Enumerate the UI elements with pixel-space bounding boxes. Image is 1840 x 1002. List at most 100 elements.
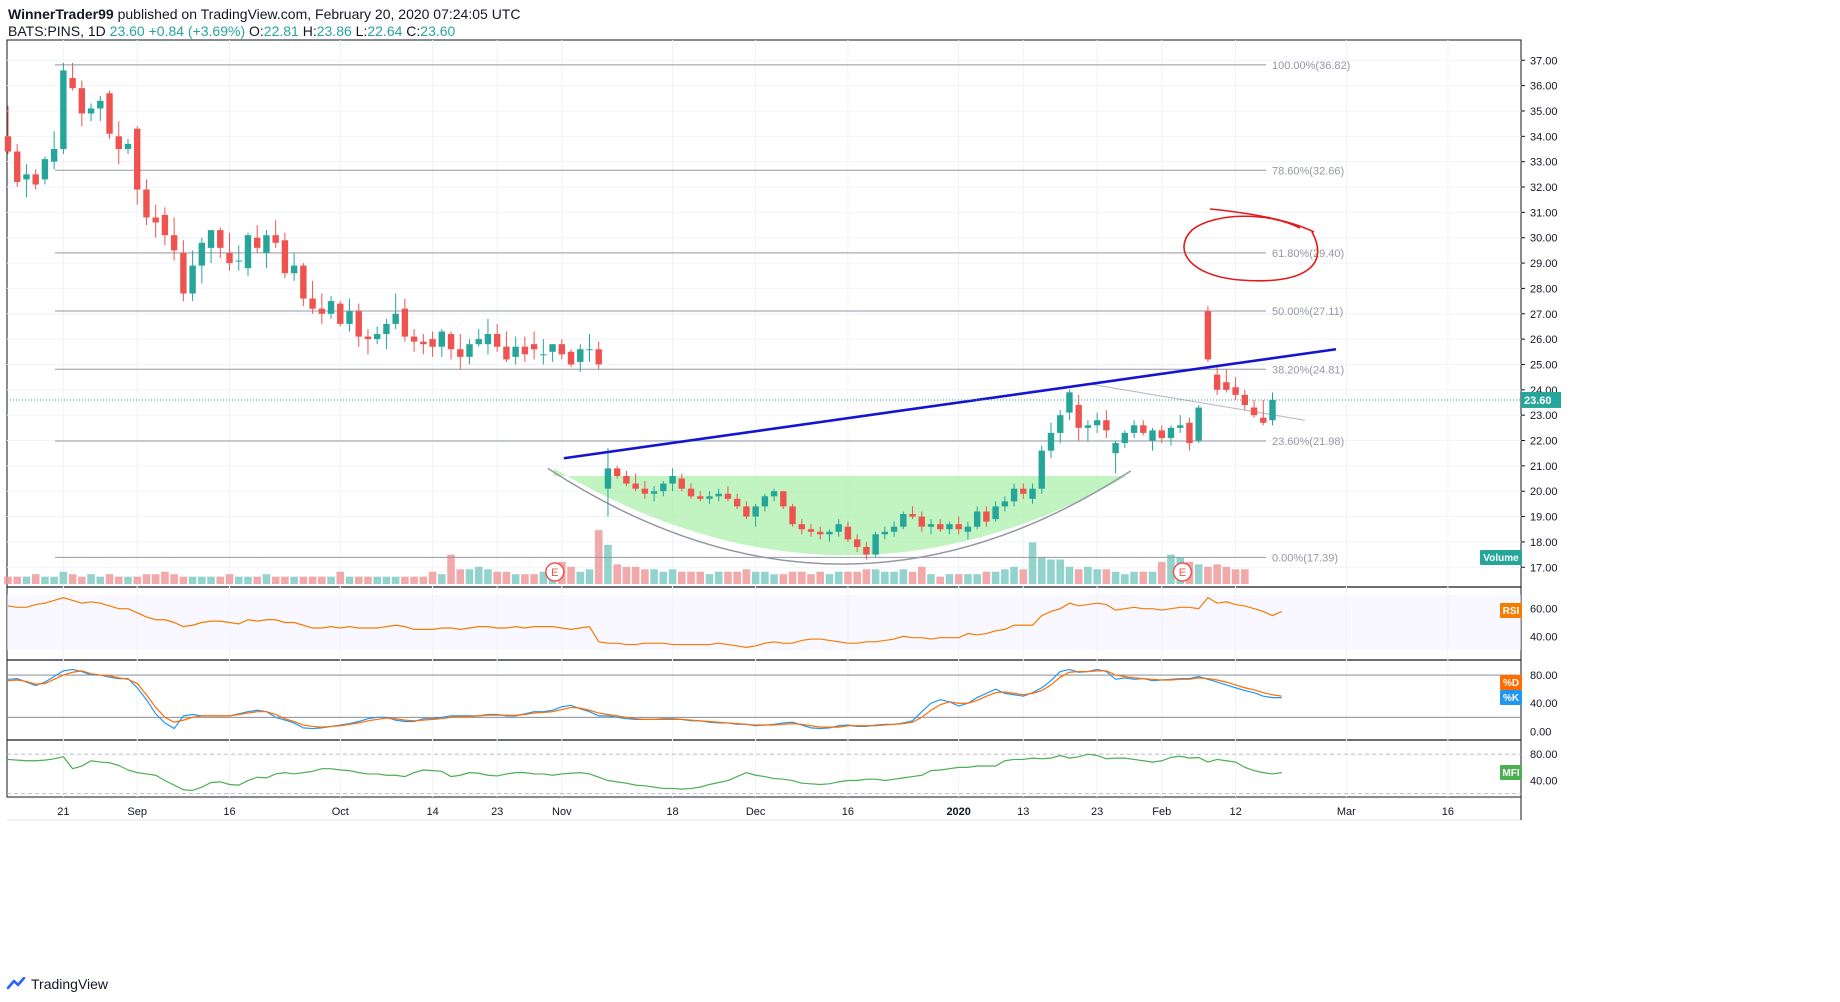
candle bbox=[1029, 483, 1036, 504]
earnings-marker[interactable] bbox=[545, 562, 565, 582]
candle bbox=[346, 298, 353, 332]
candle-body bbox=[927, 524, 935, 527]
candle-body bbox=[180, 252, 187, 294]
candle-body bbox=[1047, 432, 1055, 451]
candle-body bbox=[512, 346, 519, 357]
volume-bar bbox=[87, 574, 95, 584]
candle-body bbox=[798, 524, 805, 530]
volume-bar bbox=[262, 574, 271, 584]
candle bbox=[1232, 377, 1239, 400]
volume-bar bbox=[68, 574, 77, 584]
candle-body bbox=[789, 506, 796, 525]
candle-body bbox=[1103, 420, 1110, 431]
candle bbox=[955, 516, 962, 535]
mfi-tag bbox=[1500, 765, 1522, 780]
candle bbox=[1167, 425, 1175, 446]
candle bbox=[374, 326, 381, 345]
rsi-tag bbox=[1500, 603, 1522, 618]
close-label: C: bbox=[406, 23, 421, 39]
volume-bar bbox=[13, 576, 22, 584]
candle bbox=[290, 252, 298, 281]
annotation-circle bbox=[1183, 215, 1319, 282]
y-tick-label: 28.00 bbox=[1530, 283, 1558, 295]
volume-bar bbox=[114, 576, 123, 584]
candle bbox=[392, 293, 399, 329]
candle-body bbox=[567, 351, 575, 365]
x-tick-label: Feb bbox=[1152, 806, 1171, 818]
candle-body bbox=[724, 493, 732, 499]
mfi-line bbox=[7, 753, 1282, 792]
candle-body bbox=[872, 534, 879, 555]
volume-bar bbox=[788, 571, 797, 584]
candle-body bbox=[152, 217, 159, 223]
candle-body bbox=[244, 235, 252, 269]
candle-body bbox=[410, 336, 418, 342]
volume-bar bbox=[964, 574, 972, 584]
candle-body bbox=[669, 476, 676, 484]
volume-bar bbox=[1241, 569, 1249, 584]
candle bbox=[789, 503, 796, 527]
volume-bar bbox=[733, 571, 741, 584]
candle-body bbox=[844, 526, 852, 540]
candle-body bbox=[549, 344, 556, 352]
last-price-tag bbox=[1521, 391, 1561, 408]
candle bbox=[475, 328, 482, 347]
candle-body bbox=[715, 493, 722, 497]
candle bbox=[687, 483, 695, 499]
volume-bar bbox=[844, 571, 852, 584]
candle bbox=[14, 143, 21, 188]
candle bbox=[217, 227, 224, 258]
candle bbox=[493, 323, 501, 352]
candle-body bbox=[641, 488, 649, 494]
candle-body bbox=[106, 93, 113, 134]
volume-bar bbox=[770, 574, 778, 584]
candle bbox=[733, 493, 741, 509]
volume-bar bbox=[539, 571, 548, 584]
candle bbox=[549, 344, 556, 362]
tradingview-brand[interactable]: TradingView bbox=[6, 976, 108, 992]
candle-body bbox=[1260, 417, 1267, 423]
candle bbox=[410, 328, 418, 352]
last-price: 23.60 bbox=[109, 23, 145, 39]
candle bbox=[484, 318, 492, 355]
candle-body bbox=[170, 235, 178, 251]
candle-body bbox=[189, 265, 196, 294]
publisher-name[interactable]: WinnerTrader99 bbox=[8, 6, 114, 22]
stoch-d-line bbox=[7, 670, 1282, 728]
candle-body bbox=[817, 531, 824, 535]
candle bbox=[1075, 394, 1082, 441]
y-tick-label: 20.00 bbox=[1530, 486, 1558, 498]
y-tick-label: 35.00 bbox=[1530, 106, 1558, 118]
candle bbox=[115, 121, 122, 165]
candle bbox=[134, 126, 141, 205]
volume-bar bbox=[705, 574, 714, 584]
candle bbox=[632, 473, 639, 492]
candle bbox=[558, 339, 565, 360]
candle-body bbox=[355, 311, 362, 337]
rsi-y-tick-label: 40.00 bbox=[1530, 631, 1558, 643]
candle bbox=[401, 298, 409, 342]
high-label: H: bbox=[302, 23, 317, 39]
candle bbox=[918, 511, 925, 532]
volume-bar bbox=[4, 576, 12, 584]
candle bbox=[254, 225, 261, 253]
candle-body bbox=[475, 339, 482, 345]
volume-bar bbox=[853, 571, 861, 584]
fib-level-label: 23.60%(21.98) bbox=[1272, 436, 1344, 448]
volume-bar bbox=[908, 571, 917, 584]
volume-bar bbox=[336, 571, 345, 584]
candle bbox=[927, 519, 935, 535]
volume-bar bbox=[825, 574, 834, 584]
low-label: L: bbox=[355, 23, 368, 39]
y-tick-label: 27.00 bbox=[1530, 309, 1558, 321]
candle-body bbox=[835, 524, 842, 532]
volume-bar bbox=[631, 566, 640, 584]
low-value: 22.64 bbox=[367, 23, 403, 39]
candle bbox=[1260, 399, 1267, 426]
candle bbox=[660, 481, 667, 497]
candle-body bbox=[937, 524, 944, 530]
y-tick-label: 32.00 bbox=[1530, 182, 1558, 194]
volume-bar bbox=[641, 569, 649, 584]
earnings-marker[interactable] bbox=[1172, 562, 1193, 582]
